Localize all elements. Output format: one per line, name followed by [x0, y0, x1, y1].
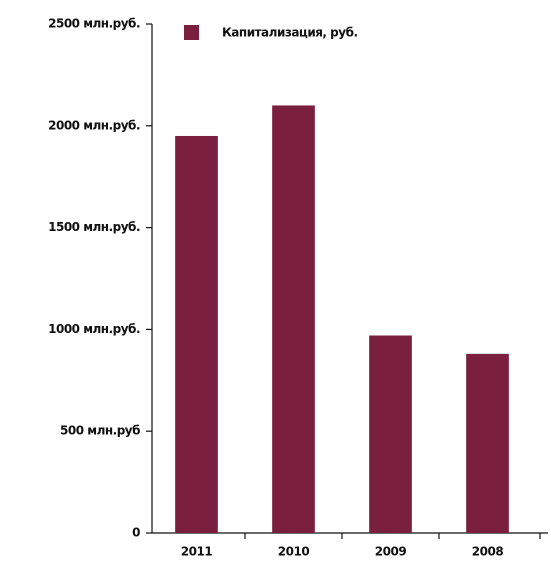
y-tick-label: 0 [132, 526, 140, 540]
y-tick-label: 500 млн.руб [60, 424, 140, 438]
legend-swatch [184, 25, 199, 40]
x-tick-label: 2011 [181, 545, 213, 559]
y-tick-label: 1000 млн.руб. [48, 322, 140, 336]
y-tick-label: 2000 млн.руб. [48, 118, 140, 132]
legend-label: Капитализация, руб. [222, 26, 358, 40]
x-tick-label: 2009 [375, 545, 407, 559]
bar [466, 353, 509, 533]
x-tick-label: 2010 [278, 545, 310, 559]
y-tick-label: 1500 млн.руб. [48, 220, 140, 234]
y-tick-label: 2500 млн.руб. [48, 17, 140, 31]
bar [272, 105, 315, 533]
bar [175, 135, 218, 534]
x-tick-label: 2008 [472, 545, 504, 559]
bar [369, 335, 412, 533]
